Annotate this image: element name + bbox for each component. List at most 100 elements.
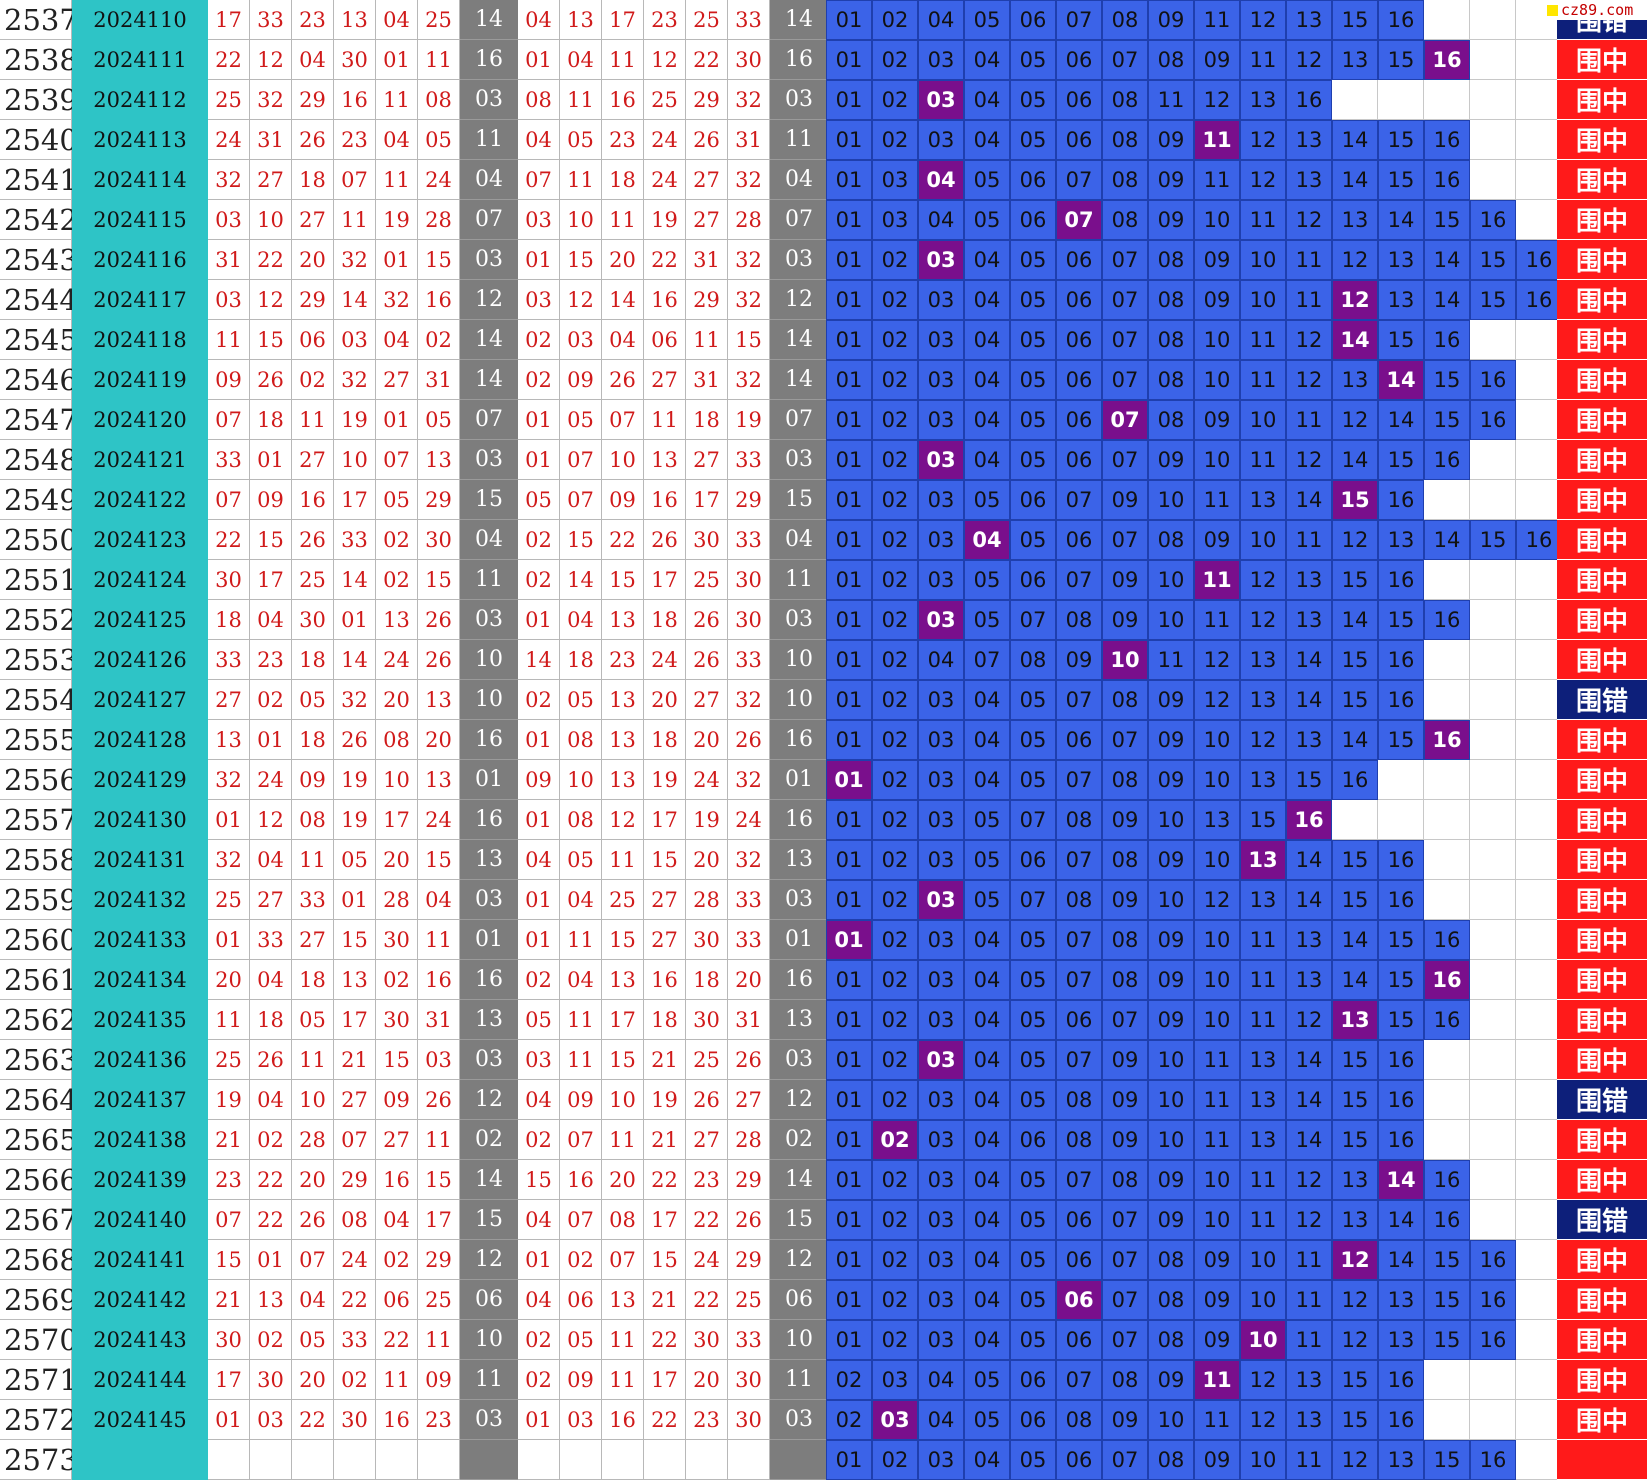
candidate-number: 13 <box>1332 200 1378 240</box>
candidate-number: 01 <box>826 800 872 840</box>
empty-cell <box>1424 1080 1470 1120</box>
sorted-number: 07 <box>518 160 560 200</box>
draw-number: 27 <box>376 1120 418 1160</box>
sorted-number: 33 <box>728 440 770 480</box>
draw-number: 25 <box>208 80 250 120</box>
sorted-number: 11 <box>560 1040 602 1080</box>
candidate-number: 01 <box>826 720 872 760</box>
sorted-number: 17 <box>686 480 728 520</box>
candidate-number: 04 <box>964 680 1010 720</box>
row-index: 2568 <box>0 1240 78 1280</box>
table-row: 2551 2024124 30 17 25 14 02 15 11 02 14 15 17 25 30 11 0… <box>0 560 1647 600</box>
candidate-number: 13 <box>1286 920 1332 960</box>
result-badge: 围中 <box>1557 880 1647 920</box>
draw-number: 11 <box>208 1000 250 1040</box>
candidate-number: 16 <box>1424 160 1470 200</box>
sorted-number: 15 <box>602 920 644 960</box>
candidate-number: 04 <box>964 280 1010 320</box>
candidate-number: 15 <box>1332 480 1378 520</box>
sorted-number: 01 <box>518 800 560 840</box>
candidate-number: 14 <box>1332 120 1378 160</box>
draw-number: 04 <box>250 960 292 1000</box>
candidate-number: 02 <box>872 1040 918 1080</box>
sorted-number: 11 <box>560 80 602 120</box>
special-number-repeat: 14 <box>770 0 828 40</box>
candidate-number: 02 <box>872 1080 918 1120</box>
candidate-number: 06 <box>1010 0 1056 40</box>
sorted-number: 30 <box>686 1320 728 1360</box>
table-row: 2550 2024123 22 15 26 33 02 30 04 02 15 22 26 30 33 04 0… <box>0 520 1647 560</box>
sorted-number: 17 <box>644 560 686 600</box>
draw-number: 33 <box>334 520 376 560</box>
candidate-number: 11 <box>1194 1040 1240 1080</box>
empty-cell <box>1470 40 1516 80</box>
candidate-number: 10 <box>1148 1120 1194 1160</box>
candidate-number: 07 <box>1056 200 1102 240</box>
candidate-number: 07 <box>1056 760 1102 800</box>
special-number-repeat: 03 <box>770 80 828 120</box>
sorted-number: 16 <box>560 1160 602 1200</box>
candidate-number: 06 <box>1010 160 1056 200</box>
special-number-repeat: 03 <box>770 440 828 480</box>
draw-number: 32 <box>208 160 250 200</box>
sorted-number: 21 <box>644 1280 686 1320</box>
candidate-number: 07 <box>1010 880 1056 920</box>
candidate-number: 16 <box>1470 1320 1516 1360</box>
sorted-number: 08 <box>518 80 560 120</box>
candidate-number: 02 <box>872 440 918 480</box>
candidate-number: 12 <box>1194 880 1240 920</box>
candidate-number: 04 <box>918 200 964 240</box>
sorted-number: 01 <box>518 720 560 760</box>
candidate-number: 10 <box>1148 560 1194 600</box>
candidate-number: 07 <box>1102 1000 1148 1040</box>
period-number: 2024137 <box>72 1080 208 1120</box>
special-number-repeat: 01 <box>770 760 828 800</box>
candidate-number: 10 <box>1148 880 1194 920</box>
sorted-number: 18 <box>686 960 728 1000</box>
candidate-number: 14 <box>1378 1160 1424 1200</box>
candidate-number: 11 <box>1286 1240 1332 1280</box>
empty-cell <box>1332 800 1378 840</box>
draw-number: 05 <box>418 400 460 440</box>
candidate-number: 02 <box>872 40 918 80</box>
sorted-number: 01 <box>518 1240 560 1280</box>
candidate-number: 03 <box>872 160 918 200</box>
candidate-number: 04 <box>964 520 1010 560</box>
candidate-number: 04 <box>918 640 964 680</box>
candidate-number: 12 <box>1286 200 1332 240</box>
table-row: 2563 2024136 25 26 11 21 15 03 03 03 11 15 21 25 26 03 0… <box>0 1040 1647 1080</box>
result-badge: 围中 <box>1557 1320 1647 1360</box>
result-badge: 围中 <box>1557 640 1647 680</box>
candidate-number: 07 <box>1056 840 1102 880</box>
draw-number: 26 <box>418 600 460 640</box>
candidate-number: 05 <box>964 200 1010 240</box>
sorted-number: 33 <box>728 880 770 920</box>
candidate-number: 04 <box>964 400 1010 440</box>
period-number: 2024131 <box>72 840 208 880</box>
row-index: 2552 <box>0 600 78 640</box>
sorted-number: 16 <box>644 480 686 520</box>
candidate-number: 09 <box>1194 280 1240 320</box>
candidate-number: 12 <box>1194 680 1240 720</box>
sorted-number: 15 <box>644 1240 686 1280</box>
draw-number: 02 <box>376 1240 418 1280</box>
candidate-number: 01 <box>826 1080 872 1120</box>
candidate-number: 01 <box>826 840 872 880</box>
sorted-number: 27 <box>644 880 686 920</box>
candidate-number: 08 <box>1102 1160 1148 1200</box>
sorted-number: 30 <box>728 1400 770 1440</box>
sorted-number: 28 <box>728 200 770 240</box>
draw-number: 11 <box>334 200 376 240</box>
sorted-number: 11 <box>602 840 644 880</box>
candidate-number: 03 <box>918 1000 964 1040</box>
candidate-number: 03 <box>918 1240 964 1280</box>
empty-cell <box>1470 320 1516 360</box>
special-number: 06 <box>460 1280 518 1320</box>
draw-number: 05 <box>292 1320 334 1360</box>
empty-cell <box>1516 1160 1562 1200</box>
sorted-number: 11 <box>602 1120 644 1160</box>
candidate-number: 03 <box>918 680 964 720</box>
candidate-number: 10 <box>1194 840 1240 880</box>
sorted-number: 25 <box>728 1280 770 1320</box>
result-badge: 围中 <box>1557 80 1647 120</box>
